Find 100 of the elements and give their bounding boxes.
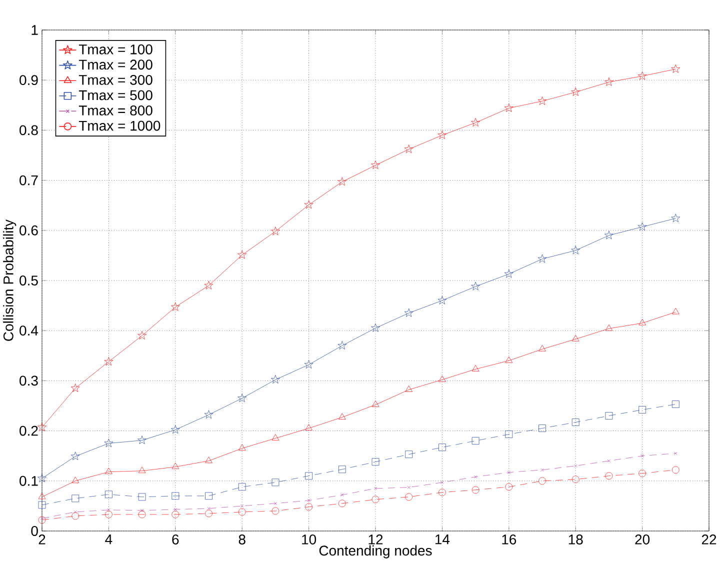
point <box>671 214 680 222</box>
point <box>404 308 414 317</box>
point <box>474 475 478 479</box>
y-tick-label: 0.8 <box>20 125 38 136</box>
point <box>304 360 314 369</box>
point <box>238 508 246 516</box>
point <box>472 437 480 445</box>
y-tick-label: 0.4 <box>20 326 38 336</box>
legend-label: Tmax = 1000 <box>78 120 160 131</box>
point <box>374 486 378 490</box>
point <box>605 472 613 480</box>
point <box>338 340 347 350</box>
y-tick-label: 1 <box>32 25 38 35</box>
point <box>338 466 346 474</box>
point <box>172 510 180 518</box>
point <box>238 250 247 259</box>
point <box>438 130 447 140</box>
point <box>605 412 613 420</box>
point <box>70 384 80 392</box>
point <box>138 466 146 474</box>
point <box>372 496 380 504</box>
point <box>138 510 146 518</box>
point <box>238 444 246 451</box>
point <box>307 498 310 502</box>
point <box>440 480 444 484</box>
point <box>304 200 314 209</box>
point <box>404 144 414 154</box>
point <box>405 450 413 458</box>
point <box>38 492 46 500</box>
x-tick-label: 2 <box>38 534 46 544</box>
point <box>340 493 344 497</box>
x-tick-label: 14 <box>435 534 450 544</box>
y-tick-label: 0.9 <box>20 75 38 86</box>
point <box>105 468 112 474</box>
point <box>407 486 410 490</box>
point <box>270 374 280 384</box>
point <box>604 230 614 240</box>
point <box>438 296 447 304</box>
point <box>105 510 112 518</box>
point <box>38 422 46 432</box>
point <box>172 462 180 470</box>
point <box>538 96 547 105</box>
point <box>504 103 514 112</box>
point <box>338 500 346 508</box>
y-tick-label: 0.1 <box>20 476 38 486</box>
x-tick-label: 10 <box>302 534 316 544</box>
point <box>38 501 46 509</box>
point <box>371 323 380 332</box>
point <box>538 254 547 263</box>
point <box>205 492 212 500</box>
point <box>538 424 546 432</box>
point <box>671 64 680 73</box>
point <box>204 280 214 290</box>
y-axis-title: Collision Probability <box>3 219 16 341</box>
point <box>607 459 611 462</box>
point <box>204 410 214 419</box>
point <box>638 222 647 231</box>
y-tick-label: 0.5 <box>20 276 38 286</box>
point <box>505 483 513 491</box>
point <box>272 478 280 486</box>
point <box>371 160 380 170</box>
point <box>170 302 180 311</box>
point <box>138 493 146 501</box>
point <box>70 452 80 460</box>
point <box>538 477 546 485</box>
point <box>305 424 312 430</box>
legend-label: Tmax = 300 <box>78 74 152 85</box>
point <box>72 494 80 502</box>
legend-label: Tmax = 800 <box>78 106 152 116</box>
point <box>338 413 346 420</box>
x-tick-label: 12 <box>368 534 383 544</box>
x-tick-label: 18 <box>568 534 583 544</box>
y-tick-label: 0.3 <box>20 376 38 386</box>
point <box>207 506 210 510</box>
legend-label: Tmax = 200 <box>78 60 152 70</box>
point <box>638 71 647 80</box>
point <box>507 470 511 474</box>
point <box>638 406 646 414</box>
y-tick-label: 0.2 <box>20 426 38 436</box>
x-tick-label: 4 <box>105 534 112 544</box>
point <box>38 474 46 482</box>
point <box>640 454 644 458</box>
point <box>205 456 212 464</box>
point <box>604 77 614 86</box>
x-tick-label: 20 <box>635 534 650 544</box>
point <box>574 464 578 468</box>
point <box>372 400 380 407</box>
point <box>38 516 46 524</box>
point <box>238 394 247 402</box>
point <box>105 490 112 498</box>
point <box>674 452 678 455</box>
point <box>672 400 680 408</box>
point <box>638 470 646 478</box>
point <box>505 430 513 438</box>
point <box>238 483 246 491</box>
point <box>540 468 544 472</box>
legend-label: Tmax = 100 <box>78 44 152 54</box>
point <box>72 512 80 520</box>
point <box>104 438 114 448</box>
point <box>240 504 244 508</box>
